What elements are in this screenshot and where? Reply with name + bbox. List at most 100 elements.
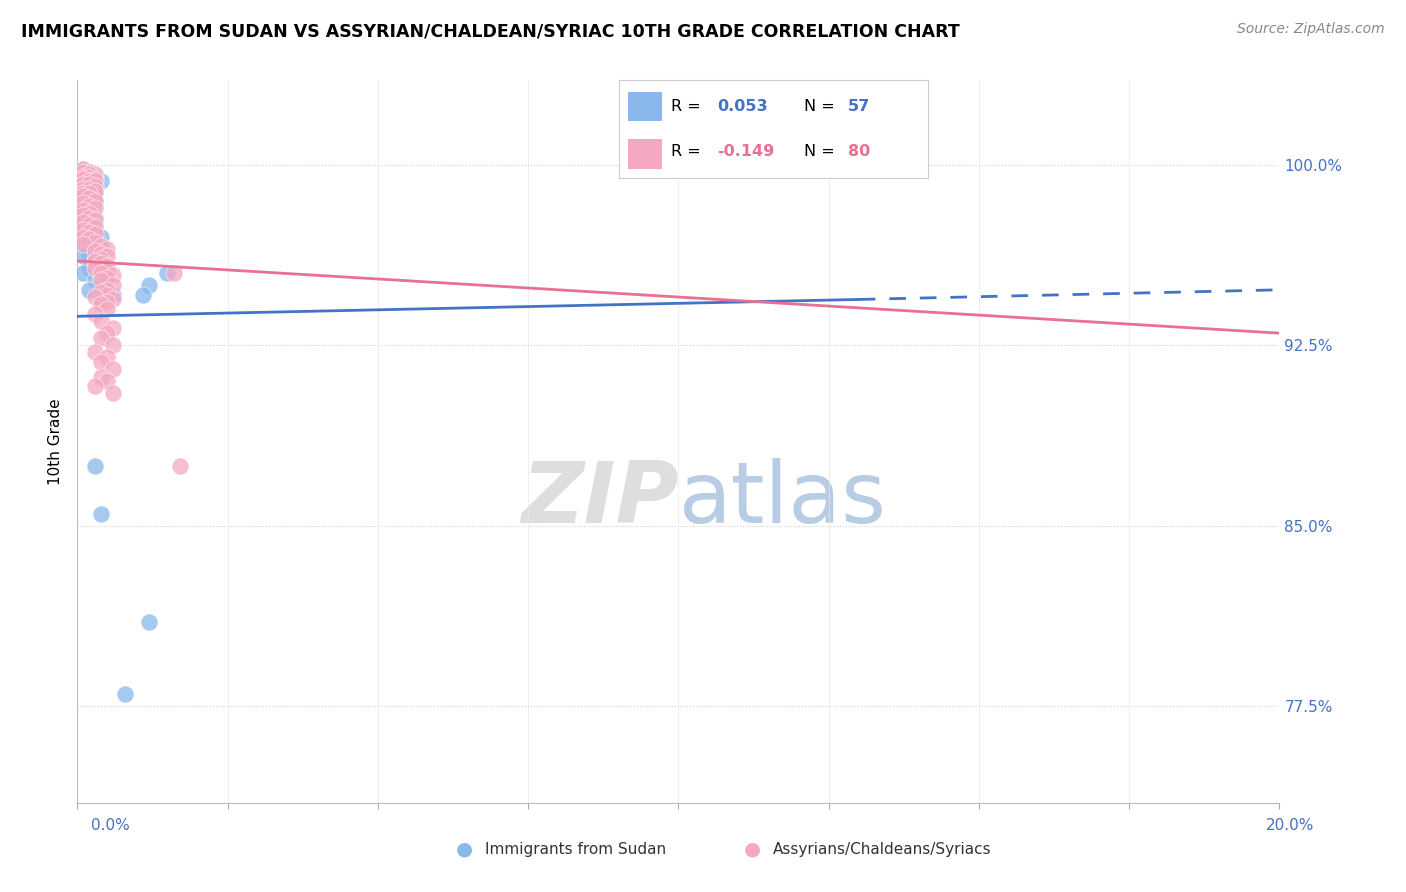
Point xyxy=(72,162,94,177)
Point xyxy=(79,232,101,246)
Point xyxy=(90,256,112,270)
Point xyxy=(90,229,112,244)
Point xyxy=(79,181,101,195)
Point xyxy=(79,225,101,239)
Point xyxy=(96,287,118,301)
Point xyxy=(84,345,107,359)
Point xyxy=(84,218,107,232)
Point xyxy=(169,458,191,473)
Point xyxy=(72,213,94,227)
Point xyxy=(90,369,112,384)
Point xyxy=(72,177,94,191)
Point xyxy=(103,386,125,401)
Point xyxy=(90,293,112,307)
Text: ●: ● xyxy=(744,839,761,859)
Text: N =: N = xyxy=(804,145,841,160)
Point xyxy=(84,201,107,215)
Point xyxy=(72,229,94,244)
Point xyxy=(84,225,107,239)
Point xyxy=(72,266,94,280)
Point xyxy=(79,191,101,205)
Point xyxy=(138,615,160,629)
Point xyxy=(84,235,107,249)
Point xyxy=(84,186,107,201)
Point xyxy=(90,244,112,259)
Text: 57: 57 xyxy=(848,99,870,114)
Bar xyxy=(628,92,662,121)
Point xyxy=(162,266,184,280)
Point xyxy=(72,169,94,184)
Point xyxy=(103,293,125,307)
Point xyxy=(96,302,118,317)
Point xyxy=(79,205,101,219)
Point xyxy=(79,201,101,215)
Point xyxy=(79,198,101,212)
Point xyxy=(96,294,118,309)
Point xyxy=(72,222,94,236)
Point xyxy=(79,167,101,181)
Point xyxy=(96,350,118,364)
Text: ZIP: ZIP xyxy=(520,458,679,541)
Y-axis label: 10th Grade: 10th Grade xyxy=(48,398,63,485)
Point xyxy=(90,297,112,311)
Point xyxy=(90,174,112,188)
Text: -0.149: -0.149 xyxy=(717,145,775,160)
Point xyxy=(79,222,101,236)
Point xyxy=(72,198,94,212)
Point xyxy=(72,205,94,219)
Point xyxy=(72,181,94,195)
Text: ●: ● xyxy=(456,839,472,859)
Point xyxy=(90,314,112,328)
Point xyxy=(79,174,101,188)
Point xyxy=(84,242,107,256)
Point xyxy=(84,179,107,194)
Point xyxy=(79,172,101,186)
Point xyxy=(90,273,112,287)
Point xyxy=(90,507,112,521)
Point xyxy=(84,254,107,268)
Point xyxy=(96,326,118,340)
Point xyxy=(79,239,101,253)
Point xyxy=(84,261,107,276)
Point xyxy=(79,208,101,222)
Point xyxy=(90,285,112,300)
Point xyxy=(72,215,94,229)
Text: 80: 80 xyxy=(848,145,870,160)
Point xyxy=(79,246,101,260)
Point xyxy=(72,186,94,201)
Point xyxy=(84,235,107,249)
Point xyxy=(84,213,107,227)
Point xyxy=(79,186,101,201)
Point xyxy=(84,458,107,473)
Point xyxy=(84,290,107,304)
Point xyxy=(72,181,94,195)
Point xyxy=(96,283,118,297)
Point xyxy=(79,283,101,297)
Bar xyxy=(628,139,662,169)
Point xyxy=(90,277,112,292)
Point xyxy=(84,211,107,225)
Point xyxy=(72,227,94,242)
Point xyxy=(79,261,101,276)
Point xyxy=(96,268,118,283)
Point xyxy=(90,331,112,345)
Point xyxy=(96,259,118,273)
Point xyxy=(156,266,179,280)
Point xyxy=(79,232,101,246)
Text: 0.0%: 0.0% xyxy=(91,818,131,832)
Point xyxy=(72,237,94,252)
Point xyxy=(96,374,118,388)
Point xyxy=(79,181,101,195)
Point xyxy=(79,189,101,203)
Point xyxy=(79,194,101,208)
Point xyxy=(103,287,125,301)
Point xyxy=(90,355,112,369)
Text: Assyrians/Chaldeans/Syriacs: Assyrians/Chaldeans/Syriacs xyxy=(773,842,991,856)
Text: Immigrants from Sudan: Immigrants from Sudan xyxy=(485,842,666,856)
Point xyxy=(103,338,125,352)
Text: N =: N = xyxy=(804,99,841,114)
Point xyxy=(72,172,94,186)
Point xyxy=(84,169,107,184)
Point xyxy=(84,172,107,186)
Point xyxy=(84,220,107,235)
